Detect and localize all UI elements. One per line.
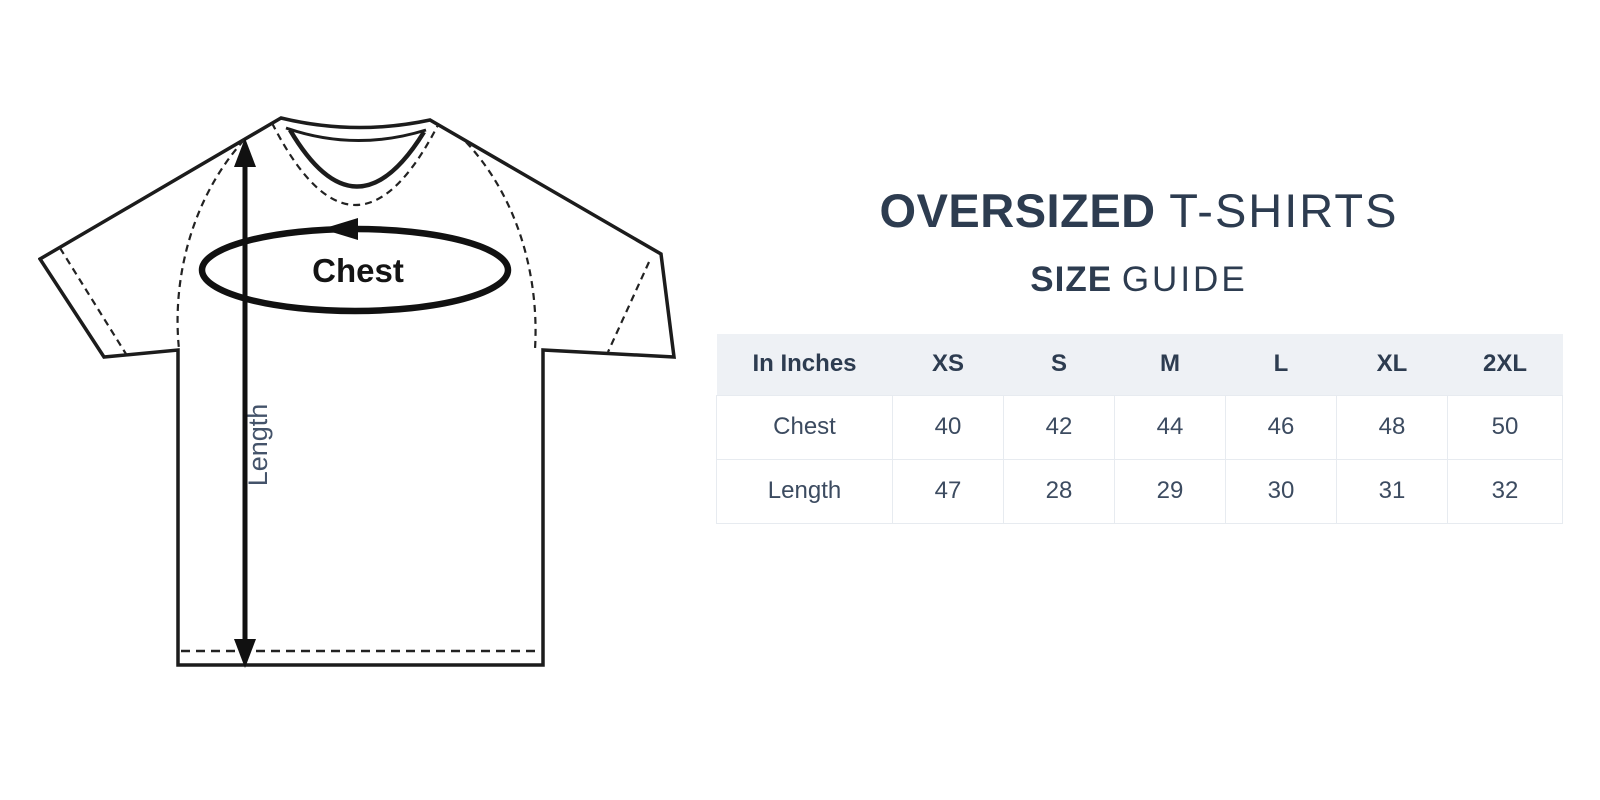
size-table: In Inches XS S M L XL 2XL Chest 40 42 44… — [716, 334, 1563, 524]
chest-value-xl: 48 — [1336, 394, 1448, 460]
right-cuff-seam-dashed — [606, 261, 651, 353]
left-cuff-seam-dashed — [59, 247, 127, 355]
header-cell-l: L — [1225, 334, 1337, 395]
right-armhole-seam-dashed — [465, 141, 537, 350]
page-subtitle: SIZE GUIDE — [716, 260, 1562, 300]
length-label: Length — [243, 404, 273, 487]
chest-value-xs: 40 — [892, 394, 1004, 460]
length-value-l: 30 — [1225, 458, 1337, 524]
row-label-chest: Chest — [716, 394, 893, 460]
page-title-bold: OVERSIZED — [879, 184, 1156, 237]
size-guide-panel: OVERSIZED T-SHIRTS SIZE GUIDE In Inches … — [716, 0, 1563, 524]
chest-value-m: 44 — [1114, 394, 1226, 460]
page-title: OVERSIZED T-SHIRTS — [716, 183, 1562, 238]
page-title-light: T-SHIRTS — [1169, 184, 1399, 237]
chest-value-2xl: 50 — [1447, 394, 1563, 460]
collar-neck-opening — [288, 128, 426, 189]
header-cell-unit: In Inches — [716, 334, 893, 395]
page-subtitle-light: GUIDE — [1121, 260, 1248, 299]
length-arrowhead-bottom — [234, 639, 256, 668]
table-row-chest: Chest 40 42 44 46 48 50 — [716, 394, 1563, 460]
header-cell-s: S — [1003, 334, 1115, 395]
header-cell-xl: XL — [1336, 334, 1448, 395]
left-armhole-seam-dashed — [176, 139, 245, 350]
length-value-m: 29 — [1114, 458, 1226, 524]
header-cell-2xl: 2XL — [1447, 334, 1563, 395]
collar-band-line — [285, 126, 427, 143]
header-cell-m: M — [1114, 334, 1226, 395]
chest-label: Chest — [312, 252, 404, 289]
collar-stitch-dashed — [271, 122, 439, 207]
table-row-length: Length 47 28 29 30 31 32 — [716, 458, 1563, 524]
length-value-s: 28 — [1003, 458, 1115, 524]
header-cell-xs: XS — [892, 334, 1004, 395]
tshirt-diagram: Chest Length — [38, 112, 678, 674]
row-label-length: Length — [716, 458, 893, 524]
length-value-xl: 31 — [1336, 458, 1448, 524]
chest-value-s: 42 — [1003, 394, 1115, 460]
page-subtitle-bold: SIZE — [1030, 260, 1113, 299]
length-value-2xl: 32 — [1447, 458, 1563, 524]
length-arrowhead-top — [234, 138, 256, 167]
tshirt-outline — [38, 116, 676, 667]
length-value-xs: 47 — [892, 458, 1004, 524]
size-table-header-row: In Inches XS S M L XL 2XL — [716, 334, 1563, 395]
chest-value-l: 46 — [1225, 394, 1337, 460]
chest-measure-arrowhead — [322, 218, 358, 240]
